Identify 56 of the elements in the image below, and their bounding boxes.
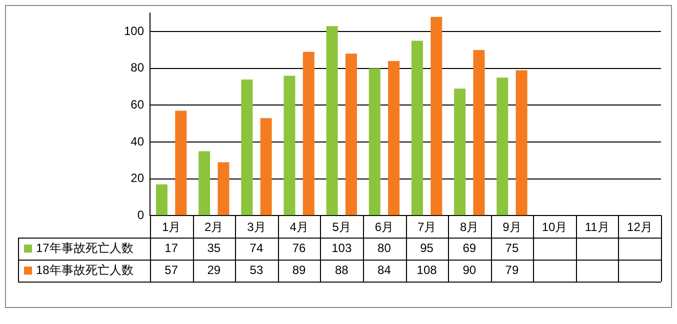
data-label: 95 bbox=[420, 240, 434, 255]
y-tick-label: 60 bbox=[130, 98, 144, 112]
x-tick-label: 8月 bbox=[460, 220, 479, 234]
bar bbox=[326, 26, 338, 216]
data-label: 29 bbox=[207, 262, 221, 277]
x-tick-label: 7月 bbox=[417, 220, 436, 234]
data-label: 53 bbox=[250, 262, 264, 277]
data-label: 103 bbox=[332, 240, 352, 255]
x-tick-label: 1月 bbox=[162, 220, 181, 234]
data-label: 90 bbox=[462, 262, 476, 277]
bar bbox=[218, 162, 230, 216]
data-label: 88 bbox=[334, 262, 349, 277]
bar bbox=[302, 52, 314, 216]
bar bbox=[430, 16, 442, 216]
y-tick-label: 40 bbox=[130, 134, 144, 148]
bar bbox=[156, 184, 168, 216]
bar bbox=[516, 70, 528, 216]
x-tick-label: 11月 bbox=[584, 220, 610, 234]
bar bbox=[175, 110, 187, 216]
y-tick-label: 80 bbox=[130, 60, 144, 75]
y-tick-label: 100 bbox=[124, 24, 144, 38]
bar bbox=[198, 151, 210, 216]
bar bbox=[368, 68, 380, 216]
y-tick-label: 0 bbox=[137, 208, 144, 222]
data-label: 89 bbox=[292, 262, 306, 277]
data-label: 69 bbox=[462, 240, 476, 255]
data-label: 57 bbox=[164, 262, 178, 277]
x-tick-label: 9月 bbox=[502, 220, 522, 234]
x-tick-label: 12月 bbox=[627, 220, 652, 234]
bar bbox=[454, 88, 466, 216]
legend-label: 18年事故死亡人数 bbox=[36, 262, 134, 277]
data-label: 84 bbox=[378, 262, 392, 277]
x-tick-label: 6月 bbox=[374, 220, 394, 234]
x-tick-label: 5月 bbox=[332, 220, 351, 234]
x-tick-label: 10月 bbox=[542, 220, 568, 234]
x-tick-label: 2月 bbox=[204, 220, 224, 234]
x-tick-label: 3月 bbox=[247, 220, 266, 234]
data-label: 108 bbox=[416, 262, 438, 277]
data-label: 17 bbox=[164, 240, 178, 255]
data-label: 80 bbox=[378, 240, 392, 255]
bar bbox=[388, 61, 400, 216]
bar bbox=[284, 76, 296, 216]
bar bbox=[241, 79, 253, 216]
bar bbox=[260, 118, 272, 216]
data-label: 35 bbox=[207, 240, 221, 255]
bar bbox=[411, 40, 423, 216]
x-tick-label: 4月 bbox=[290, 220, 308, 234]
bar bbox=[345, 54, 357, 216]
data-label: 74 bbox=[250, 240, 264, 255]
bar bbox=[473, 50, 485, 216]
bar bbox=[496, 78, 508, 216]
data-label: 76 bbox=[292, 240, 306, 255]
data-label: 79 bbox=[505, 262, 519, 277]
legend-label: 17年事故死亡人数 bbox=[36, 240, 134, 255]
data-label: 75 bbox=[505, 240, 519, 255]
y-tick-label: 20 bbox=[130, 171, 144, 186]
